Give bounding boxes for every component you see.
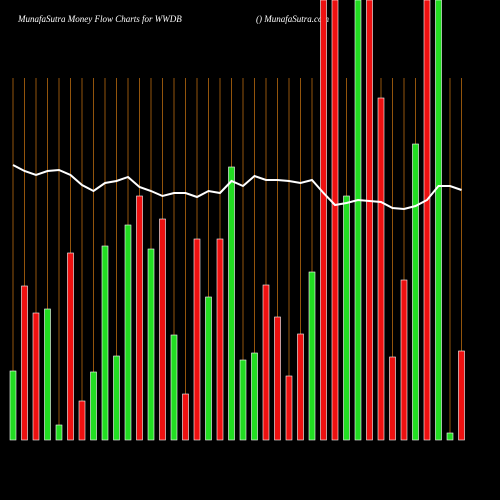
bar [32,312,40,441]
bar [446,432,454,441]
bar [193,238,201,441]
bar [55,424,63,441]
bar [366,0,373,441]
bar [101,245,109,441]
trend-line [12,164,462,211]
bar [262,284,270,441]
bar [435,0,442,441]
bar [297,333,304,441]
bar [412,143,419,441]
bar [285,375,293,441]
bar [44,308,51,441]
bar [343,195,350,441]
bar [251,352,258,441]
bar [274,316,281,441]
bar [377,97,385,441]
bar [147,248,155,441]
bar [400,279,408,441]
bar [124,224,132,441]
bar [320,0,327,441]
bar [216,238,224,441]
bar [423,0,431,441]
bar [331,0,339,441]
bar [182,393,189,441]
bar [170,334,178,441]
bar [389,356,396,441]
bar [67,252,74,441]
chart-subtitle: () MunafaSutra.com [256,14,329,24]
bar [239,359,247,441]
bar [78,400,86,441]
bar [90,371,97,441]
chart-title: MunafaSutra Money Flow Charts for WWDB [17,14,182,24]
bar [159,218,166,441]
bar [21,285,28,441]
bar [205,296,212,441]
bar [458,350,465,441]
bar [354,0,362,441]
bar [9,370,17,441]
bar [228,166,235,441]
bar [113,355,120,441]
bar [308,271,316,441]
bar [136,195,143,441]
